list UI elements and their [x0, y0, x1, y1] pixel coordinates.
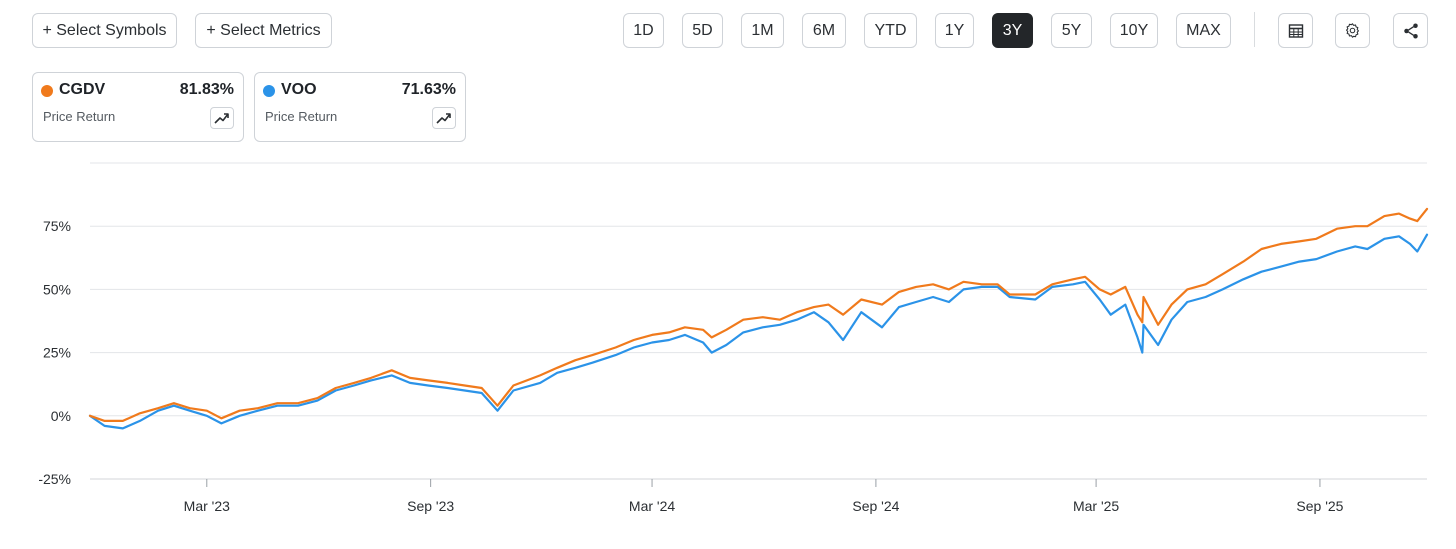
- range-1y-button[interactable]: 1Y: [935, 13, 974, 48]
- legend-card-cgdv[interactable]: CGDV 81.83% Price Return: [32, 72, 244, 142]
- settings-gear-icon: [1346, 23, 1359, 38]
- range-max-button[interactable]: MAX: [1176, 13, 1231, 48]
- x-tick-label: Mar '25: [1073, 498, 1119, 514]
- cgdv-color-dot: [41, 85, 53, 97]
- x-tick-label: Mar '23: [184, 498, 230, 514]
- range-3y-button[interactable]: 3Y: [992, 13, 1033, 48]
- x-tick-label: Sep '25: [1296, 498, 1343, 514]
- toolbar-divider: [1254, 12, 1255, 47]
- table-view-button[interactable]: [1278, 13, 1313, 48]
- legend-value: 71.63%: [401, 81, 456, 98]
- x-tick-label: Sep '24: [852, 498, 899, 514]
- legend-value: 81.83%: [179, 81, 234, 98]
- price-return-chart[interactable]: -25% 0% 25% 50% 75% Mar '23 Sep '23 Mar '24 Sep …: [0, 150, 1456, 549]
- legend-card-voo[interactable]: VOO 71.63% Price Return: [254, 72, 466, 142]
- range-5d-button[interactable]: 5D: [682, 13, 723, 48]
- range-ytd-button[interactable]: YTD: [864, 13, 917, 48]
- voo-color-dot: [263, 85, 275, 97]
- y-tick-label: 50%: [43, 281, 71, 297]
- series-line-voo: [88, 233, 1429, 430]
- legend-metric: Price Return: [43, 109, 116, 124]
- trend-chart-button[interactable]: [210, 107, 234, 129]
- share-button[interactable]: [1393, 13, 1428, 48]
- legend-metric: Price Return: [265, 109, 338, 124]
- trending-up-icon: [214, 113, 229, 124]
- range-6m-button[interactable]: 6M: [802, 13, 846, 48]
- range-10y-button[interactable]: 10Y: [1110, 13, 1158, 48]
- trend-chart-button[interactable]: [432, 107, 456, 129]
- y-tick-label: 25%: [43, 345, 71, 361]
- x-tick-label: Mar '24: [629, 498, 675, 514]
- y-tick-label: -25%: [38, 471, 71, 487]
- range-1d-button[interactable]: 1D: [623, 13, 664, 48]
- select-metrics-button[interactable]: + Select Metrics: [195, 13, 332, 48]
- settings-button[interactable]: [1335, 13, 1370, 48]
- x-tick-label: Sep '23: [407, 498, 454, 514]
- y-tick-label: 75%: [43, 218, 71, 234]
- share-icon: [1403, 23, 1418, 38]
- range-1m-button[interactable]: 1M: [741, 13, 784, 48]
- range-5y-button[interactable]: 5Y: [1051, 13, 1092, 48]
- trending-up-icon: [436, 113, 451, 124]
- select-symbols-button[interactable]: + Select Symbols: [32, 13, 177, 48]
- series-line-cgdv: [88, 207, 1429, 422]
- legend-symbol: CGDV: [59, 81, 106, 98]
- legend-symbol: VOO: [281, 81, 317, 98]
- y-tick-label: 0%: [51, 408, 71, 424]
- table-icon: [1288, 23, 1303, 38]
